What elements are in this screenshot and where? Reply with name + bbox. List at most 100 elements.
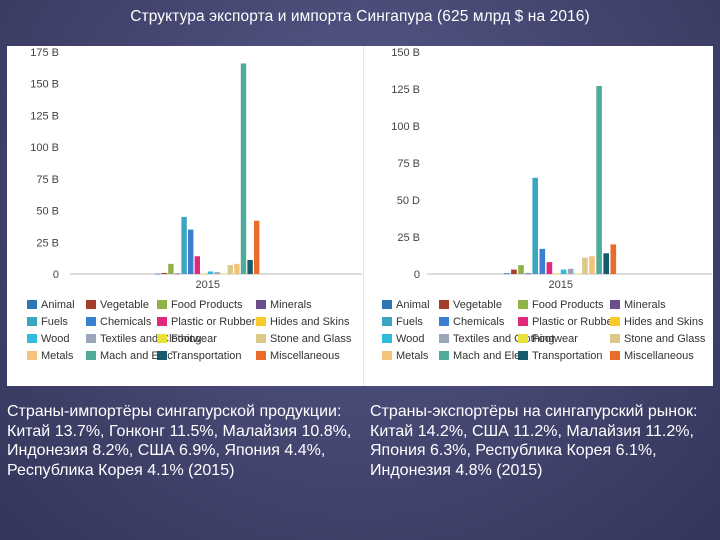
left-legend-label: Transportation: [171, 350, 242, 362]
right-bar-metals: [589, 256, 595, 274]
left-bar-mach-and-elec: [240, 63, 247, 274]
left-bar-metals: [234, 263, 240, 274]
right-legend-label: Vegetable: [453, 299, 502, 311]
right-legend-swatch: [518, 351, 528, 360]
right-ytick-label: 50 D: [397, 195, 420, 207]
right-ytick-label: 100 B: [391, 121, 420, 133]
left-category-label: 2015: [196, 279, 220, 291]
right-bar-food-products: [518, 265, 524, 274]
left-ytick-label: 175 B: [30, 47, 59, 59]
caption-right-heading: Страны-экспортёры на сингапурский рынок:: [370, 403, 698, 420]
left-legend-label: Minerals: [270, 299, 312, 311]
right-legend-swatch: [382, 317, 392, 326]
right-legend-label: Hides and Skins: [624, 316, 704, 328]
left-legend-label: Miscellaneous: [270, 350, 340, 362]
right-legend-label: Plastic or Rubber: [532, 316, 617, 328]
left-bar-stone-and-glass: [227, 265, 233, 274]
right-legend-label: Minerals: [624, 299, 666, 311]
right-bar-chemicals: [539, 248, 546, 274]
right-bar-footwear: [575, 273, 581, 275]
right-bar-plastic-or-rubber: [546, 262, 553, 274]
right-legend-swatch: [382, 351, 392, 360]
left-bar-miscellaneous: [254, 220, 260, 274]
right-legend-swatch: [382, 300, 392, 309]
bar-chart-right: 0 25 B 50 D 75 B 100 B 125 B 150 B 2015 Animal Ve…: [382, 47, 712, 362]
right-legend-swatch: [382, 334, 392, 343]
left-legend-swatch: [157, 300, 167, 309]
right-legend-swatch: [439, 334, 449, 343]
left-legend-label: Food Products: [171, 299, 243, 311]
left-legend-swatch: [27, 334, 37, 343]
right-legend-swatch: [439, 351, 449, 360]
left-bar-animal: [155, 273, 161, 275]
left-bar-plastic-or-rubber: [194, 256, 200, 274]
left-legend-swatch: [157, 334, 167, 343]
left-legend-swatch: [27, 300, 37, 309]
right-bar-wood: [560, 269, 567, 274]
right-legend-swatch: [518, 334, 528, 343]
left-legend-swatch: [157, 351, 167, 360]
right-legend-label: Metals: [396, 350, 429, 362]
right-category-label: 2015: [549, 279, 573, 291]
left-ytick-label: 100 B: [30, 142, 59, 154]
chart-panel-right: 0 25 B 50 D 75 B 100 B 125 B 150 B 2015 Animal Ve…: [363, 46, 713, 386]
right-legend-swatch: [610, 351, 620, 360]
left-bar-minerals: [174, 273, 181, 275]
caption-right-body: Китай 14.2%, США 11.2%, Малайзия 11.2%, …: [370, 422, 694, 479]
left-bar-fuels: [181, 216, 187, 274]
left-ytick-label: 150 B: [30, 79, 59, 91]
right-legend-swatch: [610, 300, 620, 309]
left-legend-label: Stone and Glass: [270, 333, 352, 345]
left-legend-label: Hides and Skins: [270, 316, 350, 328]
right-bar-fuels: [532, 177, 538, 274]
bar-chart-left: 0 25 B 50 B 75 B 100 B 125 B 150 B 175 B 2015 Ani…: [27, 47, 362, 362]
left-legend-label: Metals: [41, 350, 74, 362]
right-legend-label: Stone and Glass: [624, 333, 706, 345]
left-legend-label: Fuels: [41, 316, 68, 328]
left-legend-swatch: [157, 317, 167, 326]
right-bar-vegetable: [511, 269, 517, 274]
left-legend-label: Wood: [41, 333, 70, 345]
right-bar-textiles-and-clothing: [567, 268, 574, 274]
left-bar-wood: [207, 271, 214, 274]
left-bar-transportation: [247, 260, 253, 274]
left-legend-label: Textiles and Clothing: [100, 333, 202, 345]
right-ytick-label: 75 B: [397, 158, 420, 170]
right-bar-animal: [504, 273, 510, 275]
left-ytick-label: 125 B: [30, 110, 59, 122]
right-legend-swatch: [439, 300, 449, 309]
left-bar-footwear: [221, 273, 227, 275]
left-bar-hides-and-skins: [201, 273, 207, 275]
right-legend-label: Fuels: [396, 316, 423, 328]
right-legend-label: Footwear: [532, 333, 578, 345]
left-ytick-label: 75 B: [36, 174, 59, 186]
chart-panel-left: 0 25 B 50 B 75 B 100 B 125 B 150 B 175 B 2015 Ani…: [7, 46, 363, 386]
left-bar-textiles-and-clothing: [214, 272, 220, 274]
right-legend-label: Miscellaneous: [624, 350, 694, 362]
right-ytick-label: 150 B: [391, 47, 420, 59]
left-bar-food-products: [168, 263, 174, 274]
left-ytick-label: 25 B: [36, 237, 59, 249]
right-legend-label: Transportation: [532, 350, 603, 362]
left-legend-swatch: [86, 334, 96, 343]
right-legend-swatch: [518, 300, 528, 309]
caption-left: Страны-импортёры сингапурской продукции:…: [7, 402, 352, 480]
right-legend-label: Textiles and Clothing: [453, 333, 555, 345]
right-legend-swatch: [610, 334, 620, 343]
left-legend-swatch: [256, 334, 266, 343]
right-ytick-label: 0: [414, 269, 420, 281]
right-bar-miscellaneous: [610, 244, 617, 274]
right-legend-label: Chemicals: [453, 316, 505, 328]
right-bar-mach-and-elec: [596, 86, 602, 274]
left-legend-swatch: [86, 317, 96, 326]
left-legend-label: Footwear: [171, 333, 217, 345]
left-legend-label: Mach and Elec: [100, 350, 173, 362]
right-legend-swatch: [439, 317, 449, 326]
left-legend-swatch: [27, 351, 37, 360]
left-ytick-label: 0: [53, 269, 59, 281]
right-bar-minerals: [525, 273, 531, 275]
right-bar-stone-and-glass: [582, 257, 588, 274]
left-legend-swatch: [256, 317, 266, 326]
left-bar-vegetable: [161, 272, 167, 274]
left-legend-label: Vegetable: [100, 299, 149, 311]
